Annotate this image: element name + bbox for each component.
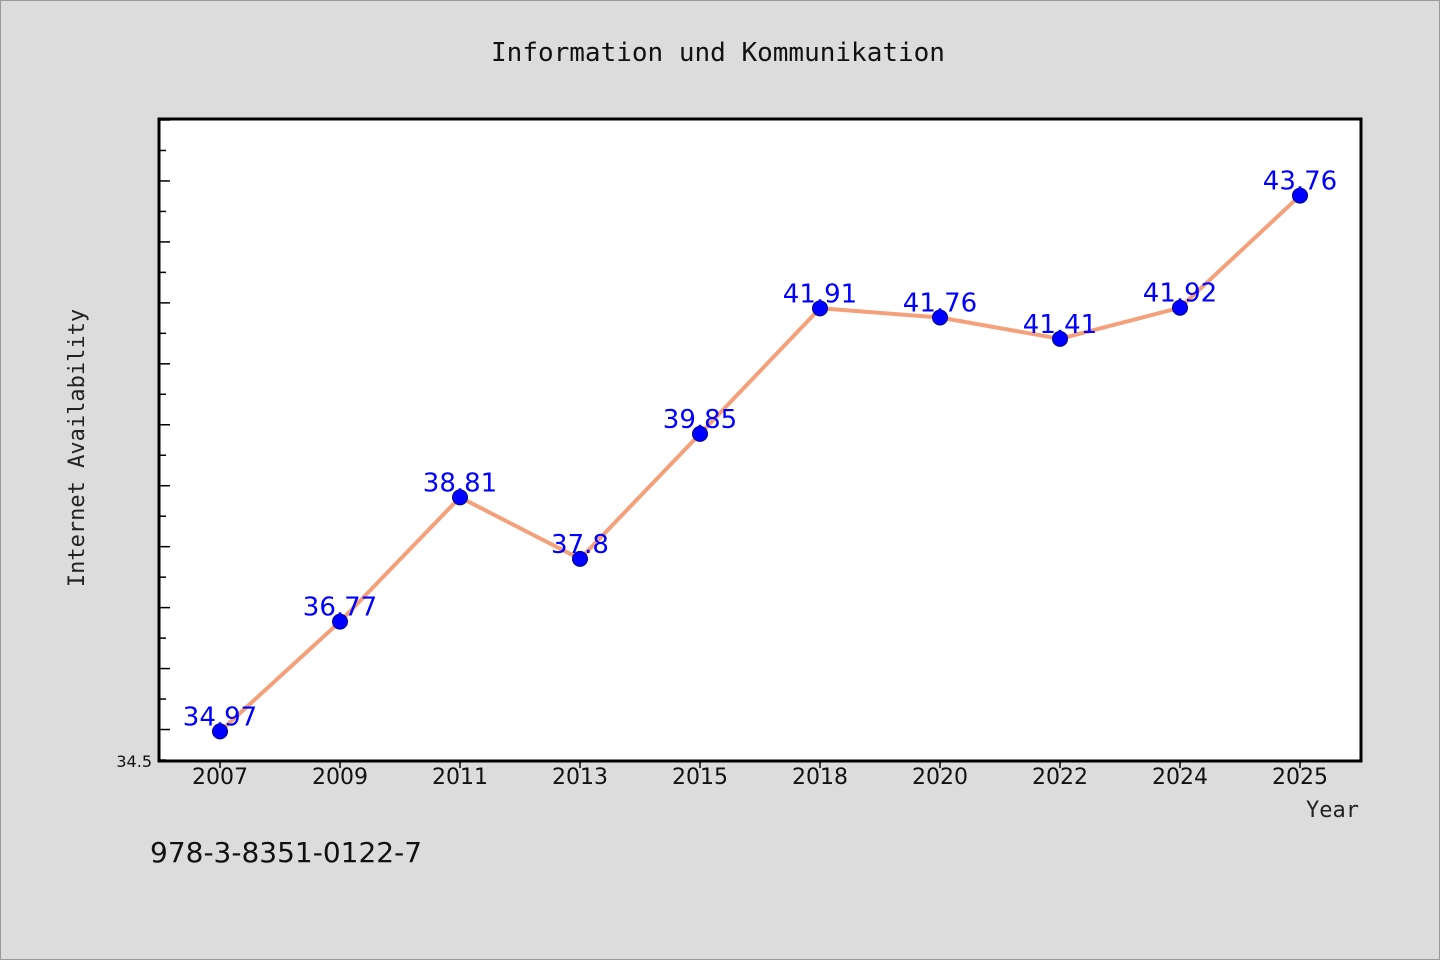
data-label: 39.85 <box>663 405 737 435</box>
x-axis-ticks: 2007 2009 2011 2013 2015 2018 2020 2022 2024 2025 <box>192 760 1328 790</box>
data-label: 38.81 <box>423 468 497 498</box>
y-axis-label: Internet Availability <box>65 309 90 587</box>
plot-area <box>157 117 1363 763</box>
data-point <box>932 309 948 326</box>
x-tick-label: 2007 <box>192 765 248 790</box>
x-tick-label: 2018 <box>792 765 848 790</box>
data-point <box>572 550 588 567</box>
data-label: 41.41 <box>1023 310 1097 340</box>
data-point <box>1052 330 1068 347</box>
chart-title: Information und Kommunikation <box>491 38 945 68</box>
x-tick-label: 2025 <box>1272 765 1328 790</box>
data-label: 41.76 <box>903 288 977 318</box>
data-label: 43.76 <box>1263 167 1337 197</box>
data-point <box>1292 187 1308 204</box>
x-tick-label: 2015 <box>672 765 728 790</box>
data-label: 41.92 <box>1143 279 1217 309</box>
data-point <box>332 613 348 630</box>
data-point <box>1172 299 1188 316</box>
data-point <box>212 723 228 740</box>
data-point <box>452 489 468 506</box>
series-markers <box>212 187 1308 740</box>
x-tick-label: 2011 <box>432 765 488 790</box>
data-label: 36.77 <box>303 593 377 623</box>
data-point <box>812 300 828 317</box>
data-label: 34.97 <box>183 702 257 732</box>
data-point <box>692 425 708 442</box>
x-tick-label: 2024 <box>1152 765 1208 790</box>
x-tick-label: 2020 <box>912 765 968 790</box>
series-line <box>218 193 1302 734</box>
y-axis-ticks <box>160 119 170 761</box>
x-tick-label: 2022 <box>1032 765 1088 790</box>
x-axis-label: Year <box>1306 798 1359 823</box>
x-tick-label: 2013 <box>552 765 608 790</box>
data-label: 37.8 <box>551 530 609 560</box>
data-label: 41.91 <box>783 279 857 309</box>
y-axis-min-label: 34.5 <box>116 752 152 771</box>
isbn-footer: 978-3-8351-0122-7 <box>150 836 422 869</box>
data-labels: 34.97 36.77 38.81 37.8 39.85 41.91 41.76 41.41 4… <box>183 167 1337 733</box>
x-tick-label: 2009 <box>312 765 368 790</box>
